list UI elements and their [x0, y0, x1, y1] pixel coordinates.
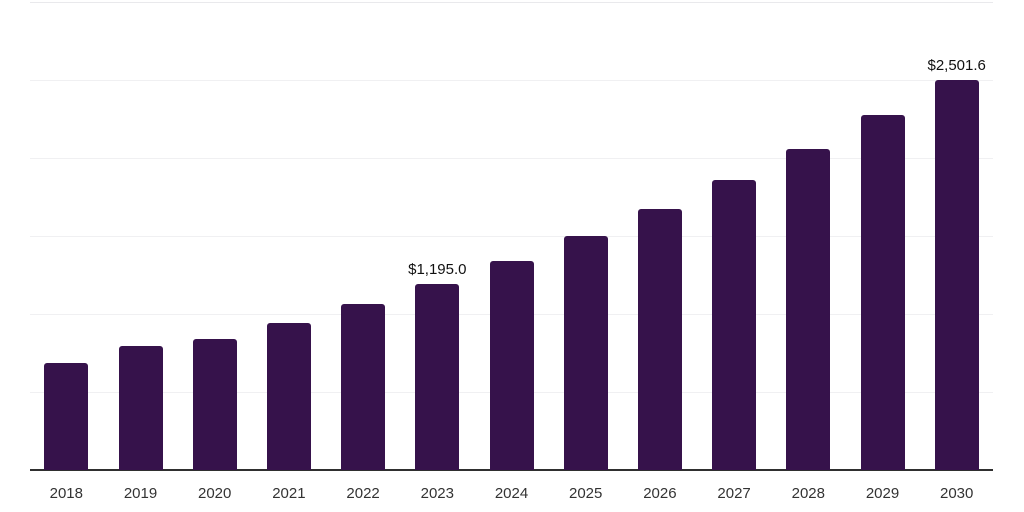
bar-2029[interactable] — [860, 114, 905, 470]
x-tick-2028: 2028 — [791, 485, 825, 502]
gridline-3000 — [30, 2, 993, 3]
x-tick-2024: 2024 — [494, 485, 529, 502]
bar-2027[interactable] — [712, 180, 757, 470]
x-tick-2020: 2020 — [198, 485, 232, 502]
x-tick-2023: 2023 — [420, 485, 454, 502]
bar-2030[interactable] — [934, 79, 979, 470]
bar-2024[interactable] — [489, 261, 534, 470]
bar-2028[interactable] — [786, 149, 831, 470]
x-tick-2027: 2027 — [717, 485, 751, 502]
gridline-1500 — [30, 236, 993, 237]
bar-2018[interactable] — [44, 363, 89, 470]
bar-2026[interactable] — [637, 209, 682, 470]
x-tick-2029: 2029 — [865, 485, 900, 502]
x-tick-2021: 2021 — [272, 485, 306, 502]
bar-2025[interactable] — [563, 236, 608, 470]
bar-2021[interactable] — [266, 323, 311, 470]
bar-2019[interactable] — [118, 345, 163, 470]
gridline-2500 — [30, 80, 993, 81]
x-tick-2025: 2025 — [569, 485, 603, 502]
value-label-2023: $1,195.0 — [408, 260, 467, 278]
bar-2022[interactable] — [341, 304, 386, 470]
x-tick-2026: 2026 — [643, 485, 677, 502]
value-label-2030: $2,501.6 — [927, 56, 986, 74]
bar-2020[interactable] — [192, 339, 237, 470]
x-tick-2018: 2018 — [49, 485, 83, 502]
gridline-2000 — [30, 158, 993, 159]
x-axis-line — [30, 469, 993, 471]
x-tick-2019: 2019 — [123, 485, 158, 502]
x-tick-2030: 2030 — [940, 485, 974, 502]
bar-2023[interactable] — [415, 283, 460, 470]
x-tick-2022: 2022 — [346, 485, 380, 502]
